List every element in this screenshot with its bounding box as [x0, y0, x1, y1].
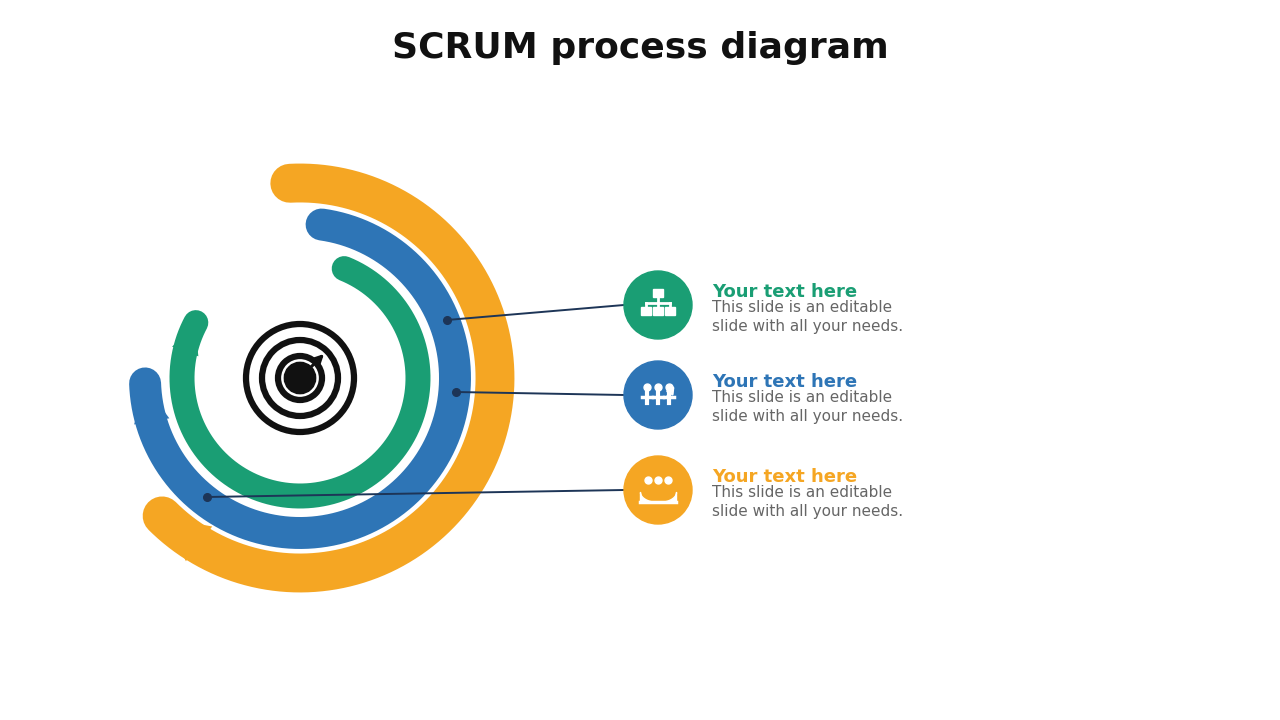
Text: SCRUM process diagram: SCRUM process diagram [392, 31, 888, 65]
Text: This slide is an editable
slide with all your needs.: This slide is an editable slide with all… [712, 485, 904, 519]
Text: Your text here: Your text here [712, 373, 858, 391]
Circle shape [625, 456, 692, 524]
Bar [641, 307, 652, 315]
Circle shape [625, 271, 692, 339]
Text: This slide is an editable
slide with all your needs.: This slide is an editable slide with all… [712, 300, 904, 334]
Circle shape [292, 370, 308, 386]
Bar [666, 307, 675, 315]
Bar [653, 307, 663, 315]
Circle shape [625, 361, 692, 429]
Bar [653, 289, 663, 297]
Text: Your text here: Your text here [712, 283, 858, 301]
Circle shape [242, 320, 358, 436]
Text: This slide is an editable
slide with all your needs.: This slide is an editable slide with all… [712, 390, 904, 424]
Text: Your text here: Your text here [712, 468, 858, 486]
